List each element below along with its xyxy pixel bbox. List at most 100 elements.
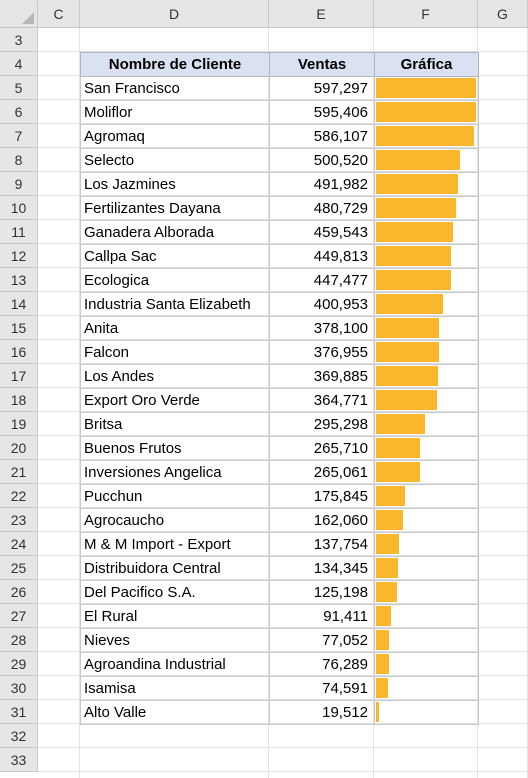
client-name-cell[interactable]: Agrocaucho: [84, 511, 165, 529]
row-header-11[interactable]: 11: [0, 220, 38, 244]
row-header-31[interactable]: 31: [0, 700, 38, 724]
row-header-12[interactable]: 12: [0, 244, 38, 268]
sales-value-cell[interactable]: 91,411: [323, 607, 368, 625]
client-name-cell[interactable]: El Rural: [84, 607, 138, 625]
row-header-28[interactable]: 28: [0, 628, 38, 652]
client-name-cell[interactable]: Distribuidora Central: [84, 559, 221, 577]
client-name-cell[interactable]: Agroandina Industrial: [84, 655, 226, 673]
row-header-3[interactable]: 3: [0, 28, 38, 52]
row-header-26[interactable]: 26: [0, 580, 38, 604]
sales-value-cell[interactable]: 162,060: [313, 511, 368, 529]
select-all-corner[interactable]: [0, 0, 38, 28]
row-header-24[interactable]: 24: [0, 532, 38, 556]
sales-value-cell[interactable]: 265,710: [313, 439, 368, 457]
row-header-27[interactable]: 27: [0, 604, 38, 628]
client-name-cell[interactable]: Isamisa: [84, 679, 136, 697]
client-name-cell[interactable]: Nieves: [84, 631, 130, 649]
client-name-cell[interactable]: Selecto: [84, 151, 135, 169]
column-header-f[interactable]: F: [374, 0, 478, 28]
client-name-cell[interactable]: Moliflor: [84, 103, 133, 121]
client-name-cell[interactable]: Ecologica: [84, 271, 150, 289]
header-nombre-de-cliente[interactable]: Nombre de Cliente: [80, 52, 270, 77]
row-header-14[interactable]: 14: [0, 292, 38, 316]
client-name-cell[interactable]: Export Oro Verde: [84, 391, 200, 409]
client-name-cell[interactable]: Callpa Sac: [84, 247, 157, 265]
client-name-cell[interactable]: San Francisco: [84, 79, 180, 97]
row-header-21[interactable]: 21: [0, 460, 38, 484]
row-header-17[interactable]: 17: [0, 364, 38, 388]
client-name-cell[interactable]: Buenos Frutos: [84, 439, 182, 457]
header-grafica[interactable]: Gráfica: [374, 52, 479, 77]
row-header-19[interactable]: 19: [0, 412, 38, 436]
sales-value-cell[interactable]: 586,107: [313, 127, 368, 145]
sales-value-cell[interactable]: 125,198: [313, 583, 368, 601]
client-name-cell[interactable]: Inversiones Angelica: [84, 463, 222, 481]
sales-value-cell[interactable]: 295,298: [313, 415, 368, 433]
sales-value-cell[interactable]: 369,885: [313, 367, 368, 385]
row-header-30[interactable]: 30: [0, 676, 38, 700]
sales-value-cell[interactable]: 400,953: [313, 295, 368, 313]
client-name-cell[interactable]: M & M Import - Export: [84, 535, 231, 553]
sales-value-cell[interactable]: 76,289: [322, 655, 368, 673]
row-header-25[interactable]: 25: [0, 556, 38, 580]
sales-value-cell[interactable]: 447,477: [313, 271, 368, 289]
column-header-d[interactable]: D: [80, 0, 269, 28]
table-row-border: [80, 676, 479, 677]
header-ventas[interactable]: Ventas: [269, 52, 375, 77]
row-header-23[interactable]: 23: [0, 508, 38, 532]
client-name-cell[interactable]: Pucchun: [84, 487, 143, 505]
sales-value-cell[interactable]: 77,052: [322, 631, 368, 649]
gridline-horizontal: [38, 171, 528, 172]
sales-value-cell[interactable]: 378,100: [313, 319, 368, 337]
sales-value-cell[interactable]: 449,813: [313, 247, 368, 265]
table-row-border: [80, 220, 479, 221]
row-header-7[interactable]: 7: [0, 124, 38, 148]
row-header-10[interactable]: 10: [0, 196, 38, 220]
row-header-5[interactable]: 5: [0, 76, 38, 100]
sales-value-cell[interactable]: 491,982: [313, 175, 368, 193]
row-header-8[interactable]: 8: [0, 148, 38, 172]
sales-value-cell[interactable]: 175,845: [313, 487, 368, 505]
sales-value-cell[interactable]: 597,297: [313, 79, 368, 97]
row-header-33[interactable]: 33: [0, 748, 38, 772]
sales-value-cell[interactable]: 364,771: [313, 391, 368, 409]
gridline-horizontal: [38, 267, 528, 268]
sales-value-cell[interactable]: 595,406: [313, 103, 368, 121]
sales-value-cell[interactable]: 376,955: [313, 343, 368, 361]
sales-bar: [376, 342, 439, 362]
client-name-cell[interactable]: Britsa: [84, 415, 123, 433]
sales-bar: [376, 294, 443, 314]
row-header-13[interactable]: 13: [0, 268, 38, 292]
row-header-32[interactable]: 32: [0, 724, 38, 748]
row-header-18[interactable]: 18: [0, 388, 38, 412]
client-name-cell[interactable]: Del Pacifico S.A.: [84, 583, 196, 601]
sales-value-cell[interactable]: 265,061: [313, 463, 368, 481]
client-name-cell[interactable]: Ganadera Alborada: [84, 223, 215, 241]
sales-value-cell[interactable]: 480,729: [313, 199, 368, 217]
sales-value-cell[interactable]: 137,754: [313, 535, 368, 553]
client-name-cell[interactable]: Anita: [84, 319, 119, 337]
client-name-cell[interactable]: Alto Valle: [84, 703, 147, 721]
row-header-20[interactable]: 20: [0, 436, 38, 460]
row-header-22[interactable]: 22: [0, 484, 38, 508]
client-name-cell[interactable]: Los Jazmines: [84, 175, 176, 193]
client-name-cell[interactable]: Fertilizantes Dayana: [84, 199, 221, 217]
row-header-9[interactable]: 9: [0, 172, 38, 196]
sales-value-cell[interactable]: 19,512: [322, 703, 368, 721]
column-header-g[interactable]: G: [478, 0, 528, 28]
sales-value-cell[interactable]: 134,345: [313, 559, 368, 577]
client-name-cell[interactable]: Industria Santa Elizabeth: [84, 295, 251, 313]
row-header-16[interactable]: 16: [0, 340, 38, 364]
client-name-cell[interactable]: Falcon: [84, 343, 130, 361]
row-header-4[interactable]: 4: [0, 52, 38, 76]
client-name-cell[interactable]: Agromaq: [84, 127, 145, 145]
row-header-29[interactable]: 29: [0, 652, 38, 676]
column-header-e[interactable]: E: [269, 0, 374, 28]
sales-value-cell[interactable]: 459,543: [313, 223, 368, 241]
row-header-15[interactable]: 15: [0, 316, 38, 340]
client-name-cell[interactable]: Los Andes: [84, 367, 155, 385]
row-header-6[interactable]: 6: [0, 100, 38, 124]
sales-value-cell[interactable]: 74,591: [322, 679, 368, 697]
sales-value-cell[interactable]: 500,520: [313, 151, 368, 169]
column-header-c[interactable]: C: [38, 0, 80, 28]
